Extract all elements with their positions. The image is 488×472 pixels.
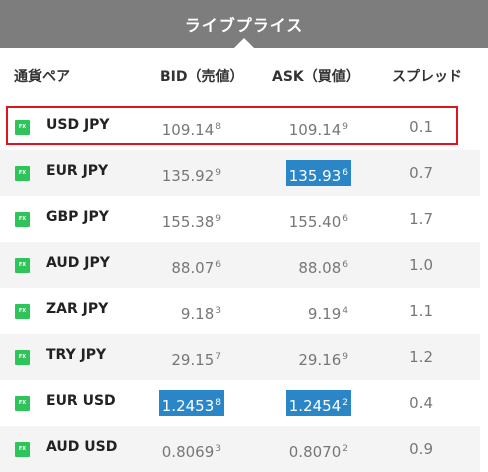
- spread-value: 0.9: [409, 440, 433, 458]
- table-row[interactable]: FX ZAR JPY 9.183 9.194 1.1: [0, 288, 480, 334]
- ask-price[interactable]: 88.086: [295, 252, 351, 278]
- ask-price-main: 88.08: [298, 259, 342, 277]
- bid-price-pip: 6: [215, 260, 221, 270]
- fx-icon: FX: [15, 120, 30, 135]
- ask-price-main: 9.19: [307, 305, 342, 323]
- currency-pair: AUD JPY: [46, 255, 110, 271]
- currency-pair: TRY JPY: [46, 347, 107, 363]
- fx-icon: FX: [15, 166, 30, 181]
- ask-price-pip: 9: [342, 352, 348, 362]
- spread-value: 1.1: [409, 302, 433, 320]
- bid-price-main: 29.15: [171, 351, 215, 369]
- currency-pair: GBP JPY: [46, 209, 109, 225]
- bid-price-pip: 3: [215, 444, 221, 454]
- bid-price-main: 155.38: [161, 213, 215, 231]
- ask-price-pip: 6: [342, 168, 348, 178]
- bid-price[interactable]: 135.929: [159, 160, 224, 186]
- column-headers: 通貨ペア BID（売値） ASK（買値） スプレッド: [0, 48, 488, 106]
- spread-value: 1.7: [409, 210, 433, 228]
- bid-price-main: 109.14: [161, 121, 215, 139]
- bid-price[interactable]: 29.157: [168, 344, 224, 370]
- fx-icon: FX: [15, 304, 30, 319]
- bid-price[interactable]: 88.076: [168, 252, 224, 278]
- bid-price[interactable]: 0.80693: [159, 436, 224, 462]
- page-title: ライブプライス: [184, 16, 304, 35]
- ask-price-main: 29.16: [298, 351, 342, 369]
- live-price-header: ライブプライス: [0, 0, 488, 48]
- fx-icon: FX: [15, 396, 30, 411]
- currency-pair: EUR USD: [46, 393, 116, 409]
- ask-price-pip: 9: [342, 122, 348, 132]
- table-row[interactable]: FX USD JPY 109.148 109.149 0.1: [0, 104, 480, 150]
- ask-price-pip: 2: [342, 444, 348, 454]
- spread-value: 0.4: [409, 394, 433, 412]
- bid-price-main: 135.92: [161, 167, 215, 185]
- ask-price[interactable]: 29.169: [295, 344, 351, 370]
- currency-pair: AUD USD: [46, 439, 118, 455]
- ask-price-pip: 6: [342, 214, 348, 224]
- spread-value: 1.2: [409, 348, 433, 366]
- column-header-pair: 通貨ペア: [14, 69, 70, 85]
- table-row[interactable]: FX EUR USD 1.24538 1.24542 0.4: [0, 380, 480, 426]
- currency-pair: ZAR JPY: [46, 301, 109, 317]
- ask-price-pip: 2: [342, 398, 348, 408]
- table-row[interactable]: FX AUD JPY 88.076 88.086 1.0: [0, 242, 480, 288]
- bid-price-main: 88.07: [171, 259, 215, 277]
- column-header-bid: BID（売値）: [160, 69, 244, 85]
- table-row[interactable]: FX TRY JPY 29.157 29.169 1.2: [0, 334, 480, 380]
- bid-price-pip: 8: [215, 398, 221, 408]
- currency-pair: USD JPY: [46, 117, 110, 133]
- bid-price-pip: 9: [215, 214, 221, 224]
- currency-pair: EUR JPY: [46, 163, 109, 179]
- bid-price-pip: 7: [215, 352, 221, 362]
- ask-price-main: 0.8070: [288, 443, 342, 461]
- fx-icon: FX: [15, 442, 30, 457]
- ask-price-pip: 4: [342, 306, 348, 316]
- bid-price[interactable]: 109.148: [159, 114, 224, 140]
- spread-value: 0.7: [409, 164, 433, 182]
- column-header-ask: ASK（買値）: [272, 69, 360, 85]
- fx-icon: FX: [15, 258, 30, 273]
- bid-price-pip: 3: [215, 306, 221, 316]
- fx-icon: FX: [15, 212, 30, 227]
- bid-price-main: 0.8069: [161, 443, 215, 461]
- ask-price[interactable]: 0.80702: [286, 436, 351, 462]
- table-row[interactable]: FX AUD USD 0.80693 0.80702 0.9: [0, 426, 480, 472]
- bid-price-pip: 9: [215, 168, 221, 178]
- bid-price-main: 9.18: [180, 305, 215, 323]
- ask-price[interactable]: 109.149: [286, 114, 351, 140]
- bid-price[interactable]: 1.24538: [158, 390, 224, 416]
- bid-price[interactable]: 9.183: [178, 298, 224, 324]
- ask-price-main: 1.2454: [288, 397, 342, 415]
- ask-price-pip: 6: [342, 260, 348, 270]
- fx-icon: FX: [15, 350, 30, 365]
- table-row[interactable]: FX EUR JPY 135.929 135.936 0.7: [0, 150, 480, 196]
- ask-price[interactable]: 135.936: [285, 160, 351, 186]
- spread-value: 1.0: [409, 256, 433, 274]
- ask-price-main: 109.14: [288, 121, 342, 139]
- price-table: FX USD JPY 109.148 109.149 0.1 FX EUR JPY 135.9…: [0, 104, 488, 472]
- ask-price[interactable]: 155.406: [286, 206, 351, 232]
- bid-price-main: 1.2453: [161, 397, 215, 415]
- ask-price[interactable]: 9.194: [305, 298, 351, 324]
- spread-value: 0.1: [409, 118, 433, 136]
- column-header-spread: スプレッド: [392, 69, 462, 85]
- header-pointer: [234, 38, 254, 48]
- table-row[interactable]: FX GBP JPY 155.389 155.406 1.7: [0, 196, 480, 242]
- ask-price-main: 135.93: [288, 167, 342, 185]
- bid-price[interactable]: 155.389: [159, 206, 224, 232]
- ask-price-main: 155.40: [288, 213, 342, 231]
- ask-price[interactable]: 1.24542: [285, 390, 351, 416]
- bid-price-pip: 8: [215, 122, 221, 132]
